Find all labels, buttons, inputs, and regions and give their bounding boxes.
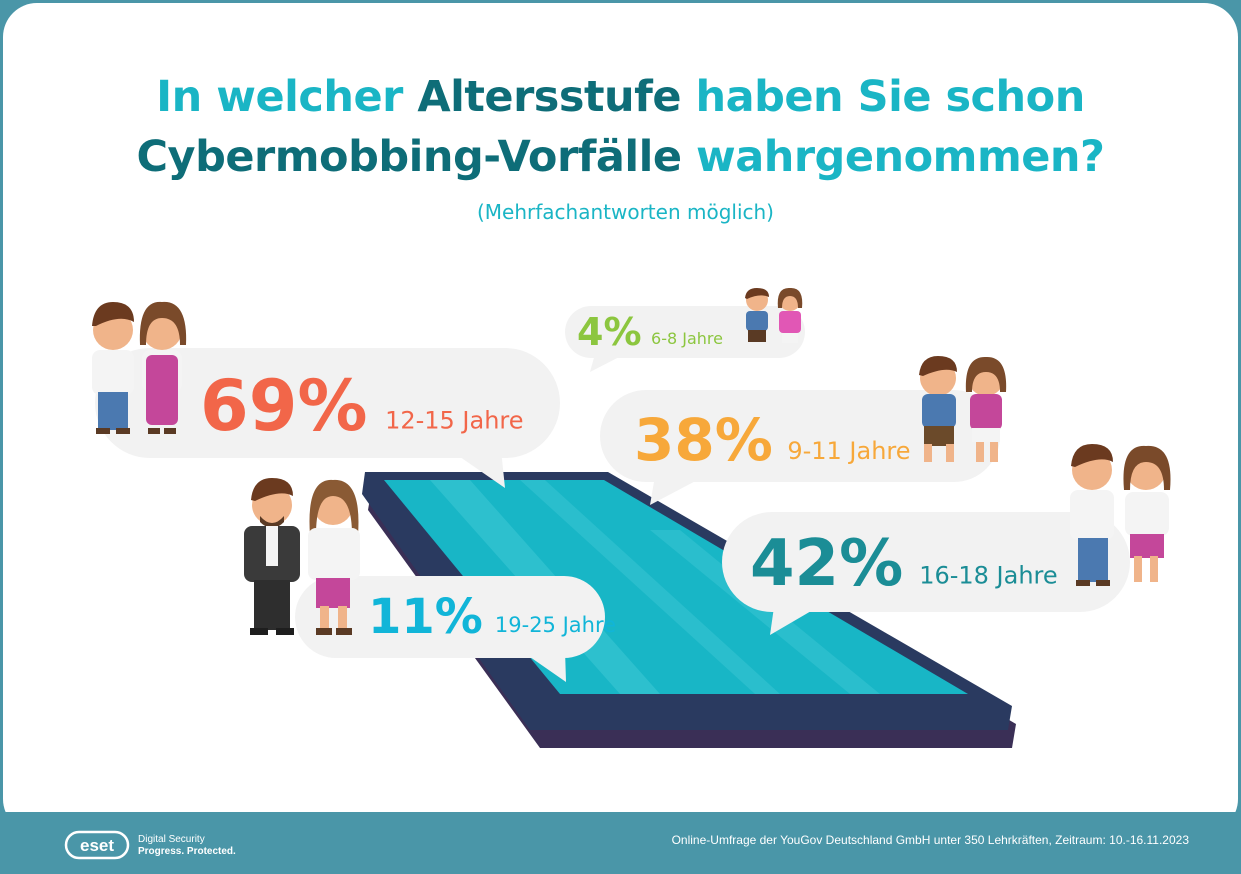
title-part: Altersstufe	[417, 72, 681, 122]
eset-logo-text: eset	[80, 836, 114, 855]
title-part: Cybermobbing-Vorfälle	[136, 132, 682, 182]
eset-logo: eset	[64, 830, 130, 860]
older-teens-illustration	[1070, 444, 1171, 586]
tagline-progress-protected: Progress. Protected.	[138, 846, 236, 857]
category-label-6-8-jahre: 6-8 Jahre	[651, 329, 723, 348]
bubble-16-18	[722, 512, 1130, 635]
bubble-19-25	[295, 576, 605, 682]
bubble-9-11	[600, 390, 1000, 505]
bubble-12-15	[95, 348, 560, 488]
teen-couple-illustration	[92, 301, 187, 434]
title-line-1: In welcher Altersstufe haben Sie schon	[0, 72, 1241, 122]
title-part: In welcher	[156, 72, 418, 122]
category-label-16-18-jahre: 16-18 Jahre	[919, 562, 1057, 590]
category-label-9-11-jahre: 9-11 Jahre	[787, 437, 910, 465]
bubble-6-8	[565, 306, 805, 372]
tablet-illustration	[362, 472, 1016, 748]
value-label-19-25-jahre: 11%	[368, 589, 483, 645]
category-label-19-25-jahre: 19-25 Jahre	[495, 613, 616, 637]
title-part: wahrgenommen?	[681, 132, 1105, 182]
category-label-12-15-jahre: 12-15 Jahre	[385, 407, 523, 435]
young-adults-illustration	[244, 478, 360, 635]
survey-source-note: Online-Umfrage der YouGov Deutschland Gm…	[671, 833, 1189, 847]
footer-bar	[0, 812, 1241, 874]
school-kids-illustration	[919, 356, 1007, 462]
small-kids-illustration	[745, 287, 803, 343]
subtitle: (Mehrfachantworten möglich)	[476, 200, 774, 224]
value-label-12-15-jahre: 69%	[200, 365, 368, 447]
value-label-9-11-jahre: 38%	[634, 406, 773, 474]
tagline-digital-security: Digital Security	[138, 834, 205, 845]
value-label-16-18-jahre: 42%	[750, 527, 903, 601]
value-label-6-8-jahre: 4%	[577, 310, 642, 354]
title-part: haben Sie schon	[681, 72, 1085, 122]
title-line-2: Cybermobbing-Vorfälle wahrgenommen?	[0, 132, 1241, 182]
